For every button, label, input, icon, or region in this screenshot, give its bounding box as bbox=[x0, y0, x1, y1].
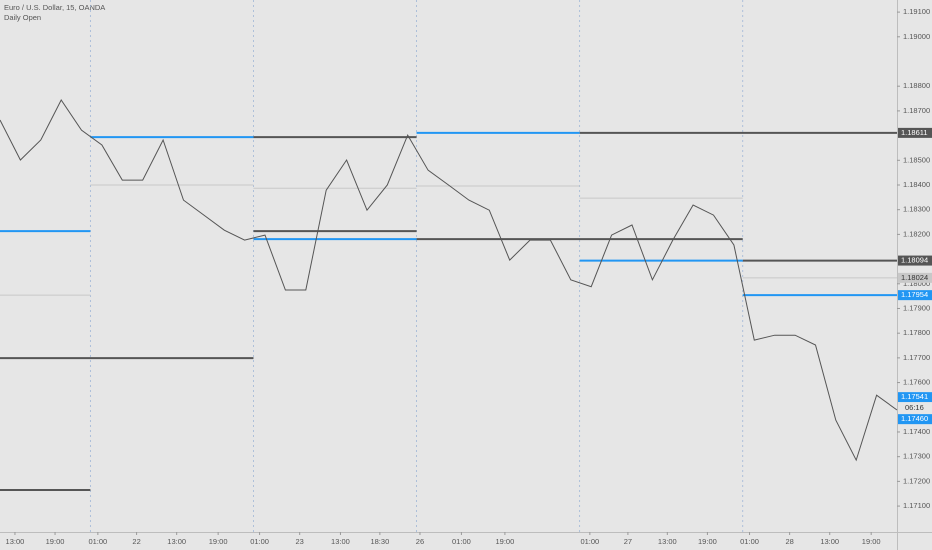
price-label-box bbox=[898, 392, 932, 403]
x-tick-label: 19:00 bbox=[862, 537, 881, 546]
y-tick-label: 1.17800 bbox=[903, 328, 930, 337]
x-tick-label: 13:00 bbox=[6, 537, 25, 546]
y-tick-label: 1.18800 bbox=[903, 81, 930, 90]
y-tick-label: 1.18000 bbox=[903, 279, 930, 288]
y-tick-label: 1.19100 bbox=[903, 7, 930, 16]
x-tick-label: 01:00 bbox=[452, 537, 471, 546]
price-label-box bbox=[898, 272, 932, 283]
y-tick-label: 1.18200 bbox=[903, 229, 930, 238]
x-tick-label: 18:30 bbox=[370, 537, 389, 546]
x-tick-label: 19:00 bbox=[46, 537, 65, 546]
x-tick-label: 19:00 bbox=[698, 537, 717, 546]
chart-title: Euro / U.S. Dollar, 15, OANDA bbox=[4, 3, 105, 12]
x-tick-label: 26 bbox=[416, 537, 424, 546]
x-tick-label: 19:00 bbox=[209, 537, 228, 546]
x-tick-label: 19:00 bbox=[496, 537, 515, 546]
y-tick-label: 1.17300 bbox=[903, 452, 930, 461]
price-label: 1.17541 bbox=[901, 392, 928, 401]
price-line bbox=[0, 99, 898, 462]
price-label-box bbox=[898, 127, 932, 138]
price-label: 1.18024 bbox=[901, 273, 928, 282]
y-tick-label: 1.19000 bbox=[903, 32, 930, 41]
y-tick-label: 1.17400 bbox=[903, 427, 930, 436]
x-tick-label: 01:00 bbox=[250, 537, 269, 546]
x-tick-label: 27 bbox=[624, 537, 632, 546]
y-tick-label: 1.18400 bbox=[903, 180, 930, 189]
y-tick-label: 1.18700 bbox=[903, 106, 930, 115]
y-tick-label: 1.17200 bbox=[903, 476, 930, 485]
x-tick-label: 13:00 bbox=[331, 537, 350, 546]
y-tick-label: 1.17700 bbox=[903, 353, 930, 362]
countdown: 06:16 bbox=[905, 403, 924, 412]
y-tick-label: 1.18500 bbox=[903, 155, 930, 164]
price-label: 1.17460 bbox=[901, 414, 928, 423]
price-label-box bbox=[898, 290, 932, 301]
price-label: 1.18611 bbox=[901, 128, 928, 137]
x-tick-label: 13:00 bbox=[658, 537, 677, 546]
y-tick-label: 1.17900 bbox=[903, 303, 930, 312]
y-tick-label: 1.17100 bbox=[903, 501, 930, 510]
indicator-name: Daily Open bbox=[4, 13, 41, 22]
price-label-box bbox=[898, 255, 932, 266]
x-tick-label: 22 bbox=[132, 537, 140, 546]
y-tick-label: 1.18300 bbox=[903, 205, 930, 214]
x-tick-label: 01:00 bbox=[740, 537, 759, 546]
x-tick-label: 01:00 bbox=[580, 537, 599, 546]
x-tick-label: 23 bbox=[296, 537, 304, 546]
x-tick-label: 01:00 bbox=[88, 537, 107, 546]
countdown-box bbox=[898, 402, 932, 415]
x-tick-label: 13:00 bbox=[167, 537, 186, 546]
price-label: 1.17954 bbox=[901, 290, 928, 299]
price-label: 1.18094 bbox=[901, 256, 928, 265]
x-tick-label: 13:00 bbox=[820, 537, 839, 546]
x-tick-label: 28 bbox=[785, 537, 793, 546]
price-label-box bbox=[898, 414, 932, 425]
y-tick-label: 1.17600 bbox=[903, 378, 930, 387]
